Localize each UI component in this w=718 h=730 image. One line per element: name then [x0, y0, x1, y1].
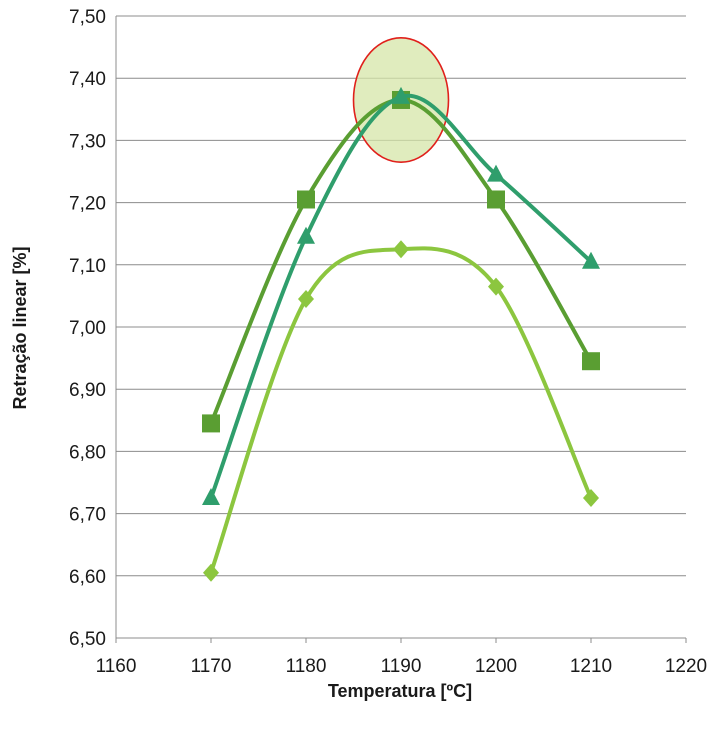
axes: [115, 16, 687, 643]
x-tick-label: 1160: [96, 656, 137, 677]
data-point-triangle: [297, 226, 315, 244]
y-tick-label: 7,20: [69, 194, 106, 215]
series-diamond: [203, 240, 599, 582]
y-tick-label: 6,80: [69, 442, 106, 463]
data-point-square: [582, 352, 600, 371]
y-tick-label: 6,60: [69, 567, 106, 588]
y-axis-title: Retração linear [%]: [10, 246, 30, 409]
x-tick-label: 1220: [665, 656, 707, 677]
y-tick-label: 6,90: [69, 380, 106, 401]
x-tick-label: 1180: [286, 656, 327, 677]
data-point-diamond: [488, 277, 504, 296]
y-tick-label: 7,40: [69, 69, 106, 90]
y-tick-label: 6,50: [69, 629, 106, 650]
data-point-diamond: [393, 240, 409, 259]
data-point-diamond: [583, 489, 599, 508]
data-point-diamond: [298, 290, 314, 309]
series-line: [209, 93, 593, 501]
y-tick-label: 6,70: [69, 505, 106, 526]
data-point-square: [202, 414, 220, 433]
y-tick-label: 7,00: [69, 318, 106, 339]
data-point-square: [487, 190, 505, 209]
series-layer: [202, 86, 600, 582]
x-axis-title: Temperatura [ºC]: [328, 681, 472, 701]
x-tick-label: 1210: [570, 656, 612, 677]
data-point-triangle: [392, 86, 410, 104]
y-tick-label: 7,50: [69, 7, 106, 28]
data-point-diamond: [203, 563, 219, 582]
y-tick-label: 7,10: [69, 256, 106, 277]
data-point-square: [297, 190, 315, 209]
data-point-triangle: [202, 488, 220, 506]
x-tick-label: 1170: [191, 656, 232, 677]
series-triangle: [202, 86, 600, 506]
data-point-triangle: [487, 164, 505, 182]
y-tick-label: 7,30: [69, 131, 106, 152]
y-tick-labels: 6,50 6,60 6,70 6,80 6,90 7,00 7,10 7,20 7,30 7,40…: [69, 7, 106, 650]
x-tick-label: 1190: [381, 656, 422, 677]
x-tick-label: 1200: [475, 656, 517, 677]
data-point-triangle: [582, 251, 600, 269]
series-line: [209, 246, 593, 575]
x-tick-labels: 1160 1170 1180 1190 1200 1210 1220: [96, 656, 708, 677]
